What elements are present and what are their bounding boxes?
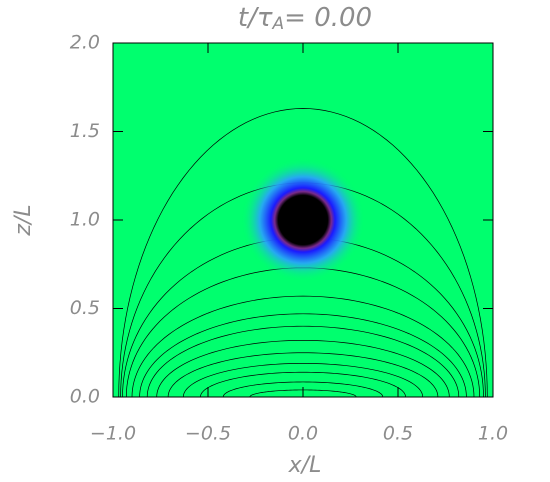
x-tick-label: −0.5 — [185, 423, 231, 445]
title-main: t/τ — [238, 3, 273, 33]
chart-title: t/τA= 0.00 — [238, 3, 372, 35]
x-axis-title: x/L — [288, 453, 322, 478]
contour-line — [167, 352, 439, 397]
contour-line — [146, 325, 460, 397]
contour-line — [200, 371, 406, 397]
title-subscript: A — [272, 14, 285, 34]
x-tick-label: 0.5 — [383, 423, 413, 445]
title-value: = 0.00 — [284, 3, 372, 33]
y-tick-label: 1.0 — [70, 209, 100, 231]
contour-line — [156, 340, 450, 397]
y-tick-label: 0.5 — [70, 297, 100, 319]
y-tick-label: 2.0 — [70, 32, 100, 54]
x-tick-label: 1.0 — [478, 423, 508, 445]
contour-line — [182, 363, 424, 397]
contour-line — [222, 381, 384, 397]
contour-line — [118, 108, 488, 397]
blob-halo — [241, 158, 365, 282]
contour-line — [139, 313, 467, 397]
y-tick-label: 1.5 — [70, 120, 100, 142]
contour-line — [131, 295, 475, 397]
x-tick-label: 0.0 — [288, 423, 318, 445]
y-tick-label: 0.0 — [70, 386, 100, 408]
y-axis-title: z/L — [11, 204, 36, 236]
x-tick-label: −1.0 — [90, 423, 136, 445]
